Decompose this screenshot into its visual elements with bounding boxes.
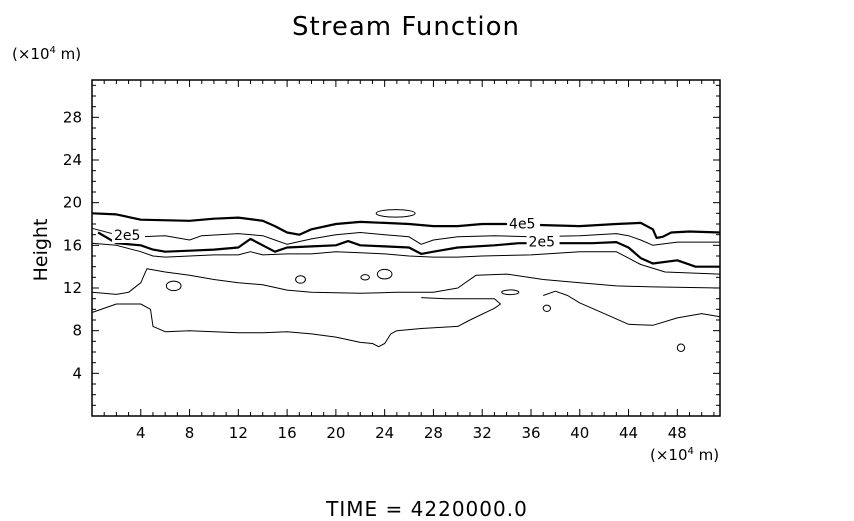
x-tick-label: 4 [136,424,146,442]
y-tick-label: 12 [63,279,82,297]
contour-label-bg [507,216,541,232]
contour-label: 4e5 [509,216,535,232]
x-tick-label: 8 [185,424,195,442]
y-tick-label: 24 [63,151,82,169]
contour-island-blob-c [376,268,393,280]
plot-frame [91,79,721,417]
chart-title: Stream Function [292,12,520,42]
contour-line-c-top-bold [91,212,721,239]
y-axis-unit: (×104 m) [12,45,82,63]
x-tick-label: 24 [375,424,394,442]
contour-label-bg [111,228,145,243]
x-tick-label: 48 [668,424,687,442]
contour-island-blob-top [375,209,416,218]
x-axis-unit: (×104 m) [650,446,720,464]
x-tick-label: 36 [521,424,540,442]
y-tick-label: 28 [63,108,82,126]
x-tick-label: 44 [619,424,638,442]
time-footer: TIME = 4220000.0 [326,497,528,521]
x-tick-label: 16 [278,424,297,442]
y-axis-label: Height [30,219,52,282]
contour-label-bg [526,234,560,250]
y-tick-label: 16 [63,236,82,254]
x-tick-label: 40 [570,424,589,442]
contour-island-blob-b [360,274,370,281]
contour-line-c-lower-thin-right [543,290,721,326]
contour-line-c-mid-thin-1 [91,227,720,246]
contour-line-c-lower-thin [91,297,501,348]
contour-island-blob-e [542,304,552,312]
contour-island-blob-a [295,275,306,284]
y-tick-label: 8 [72,322,82,340]
x-tick-label: 32 [473,424,492,442]
y-tick-label: 20 [63,194,82,212]
x-tick-label: 12 [229,424,248,442]
y-tick-label: 4 [72,364,82,382]
contour-line-c-middle-thin [91,268,721,295]
contour-line-c-bold-lower [97,231,720,268]
contour-island-blob-f [676,343,686,352]
contour-island-blob-left [165,280,182,292]
contour-line-c-mid-thin-2 [91,242,721,275]
x-tick-label: 28 [424,424,443,442]
contour-label: 2e5 [114,228,140,244]
contour-label: 2e5 [529,234,555,250]
contour-island-blob-d [501,289,520,296]
x-tick-label: 20 [326,424,345,442]
